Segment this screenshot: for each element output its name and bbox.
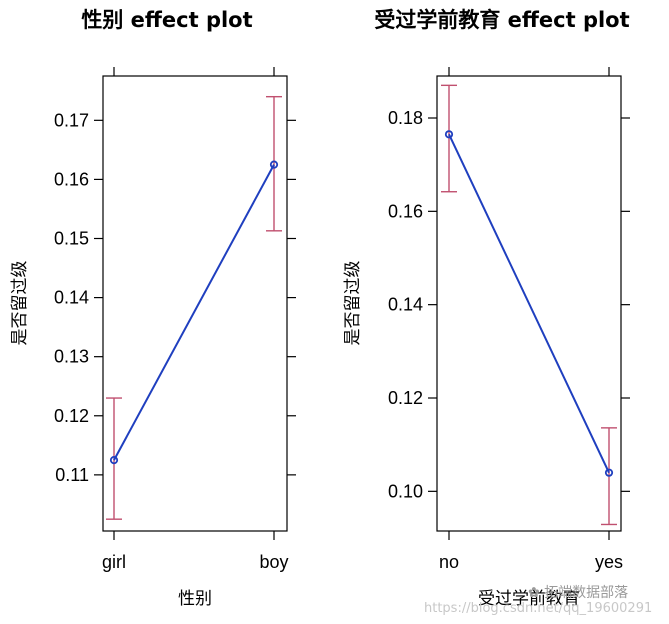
chart-title: 性别 effect plot (81, 8, 252, 32)
y-tick-label: 0.13 (54, 347, 89, 367)
x-axis-ticks: no yes (439, 67, 623, 572)
y-tick-label: 0.14 (388, 295, 423, 315)
chart-title: 受过学前教育 effect plot (374, 8, 629, 32)
effect-plot-preschool: 受过学前教育 effect plot 是否留过级 受过学前教育 0.10 0.12… (343, 8, 630, 609)
data-point (269, 160, 279, 169)
x-axis-label: 受过学前教育 (478, 589, 580, 609)
y-tick-label: 0.18 (388, 108, 423, 128)
y-axis-ticks: 0.11 0.12 0.13 0.14 0.15 0.16 0.17 (54, 110, 296, 485)
y-axis-label: 是否留过级 (10, 261, 30, 346)
plot-frame (102, 75, 288, 532)
data-point (604, 468, 614, 477)
x-tick-label: girl (102, 552, 126, 572)
data-marks (106, 95, 282, 520)
watermark-label: ✿ 拓端数据部落 (528, 585, 628, 601)
y-axis-ticks: 0.10 0.12 0.14 0.16 0.18 (388, 108, 630, 501)
y-tick-label: 0.15 (54, 229, 89, 249)
effect-line (448, 133, 610, 474)
y-tick-label: 0.12 (54, 406, 89, 426)
effect-plot-gender: 性别 effect plot 是否留过级 性别 0.11 0.12 0.13 0.14… (10, 8, 296, 609)
y-axis-label: 是否留过级 (343, 261, 363, 346)
y-tick-label: 0.12 (388, 388, 423, 408)
y-tick-label: 0.16 (54, 169, 89, 189)
y-tick-label: 0.14 (54, 288, 89, 308)
y-tick-label: 0.16 (388, 201, 423, 221)
x-axis-label: 性别 (178, 589, 212, 609)
x-tick-label: no (439, 552, 459, 572)
data-point (109, 455, 119, 465)
y-tick-label: 0.17 (54, 110, 89, 130)
y-tick-label: 0.10 (388, 481, 423, 501)
data-marks (441, 84, 617, 526)
x-tick-label: boy (259, 552, 288, 572)
x-axis-ticks: girl boy (102, 67, 289, 572)
x-tick-label: yes (595, 552, 623, 572)
effect-line (113, 164, 275, 461)
data-point (444, 130, 454, 139)
plot-frame (436, 75, 622, 532)
watermark-url: https://blog.csdn.net/qq_19600291 (424, 601, 652, 616)
y-tick-label: 0.11 (55, 465, 89, 485)
